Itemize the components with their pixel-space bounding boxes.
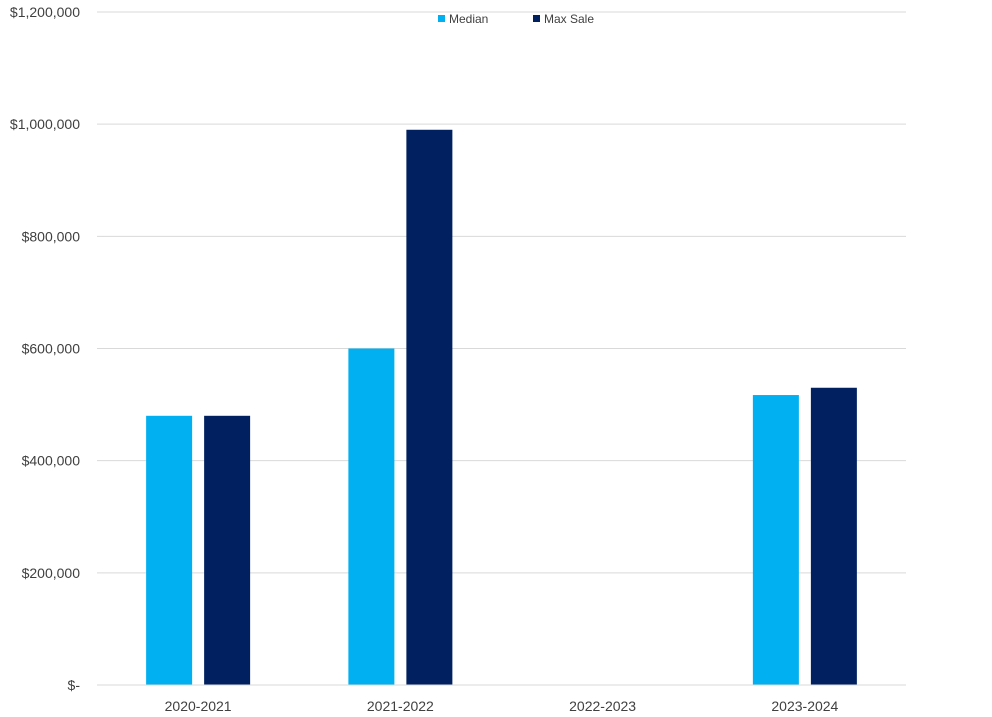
bars bbox=[146, 129, 857, 685]
y-tick-label: $1,000,000 bbox=[10, 116, 80, 132]
x-tick-label: 2022-2023 bbox=[569, 698, 636, 714]
bar-max-sale bbox=[810, 387, 857, 685]
y-axis-tick-labels: $- $200,000 $400,000 $600,000 $800,000 $1,000… bbox=[10, 4, 80, 693]
x-tick-label: 2020-2021 bbox=[165, 698, 232, 714]
bar-median bbox=[146, 415, 193, 685]
x-tick-label: 2021-2022 bbox=[367, 698, 434, 714]
legend-label: Median bbox=[449, 12, 488, 26]
y-tick-label: $400,000 bbox=[22, 453, 81, 469]
bar-max-sale bbox=[406, 129, 453, 685]
x-tick-label: 2023-2024 bbox=[771, 698, 838, 714]
y-tick-label: $200,000 bbox=[22, 565, 81, 581]
legend-swatch bbox=[438, 15, 445, 22]
legend: Median Max Sale bbox=[438, 12, 594, 26]
y-tick-label: $1,200,000 bbox=[10, 4, 80, 20]
x-axis-tick-labels: 2020-2021 2021-2022 2022-2023 2023-2024 bbox=[165, 698, 839, 714]
y-tick-label: $800,000 bbox=[22, 228, 81, 244]
bar-median bbox=[348, 348, 395, 685]
y-tick-label: $600,000 bbox=[22, 341, 81, 357]
bar-median bbox=[752, 395, 799, 685]
bar-max-sale bbox=[204, 415, 251, 685]
legend-label: Max Sale bbox=[544, 12, 594, 26]
y-tick-label: $- bbox=[68, 677, 81, 693]
legend-swatch bbox=[533, 15, 540, 22]
